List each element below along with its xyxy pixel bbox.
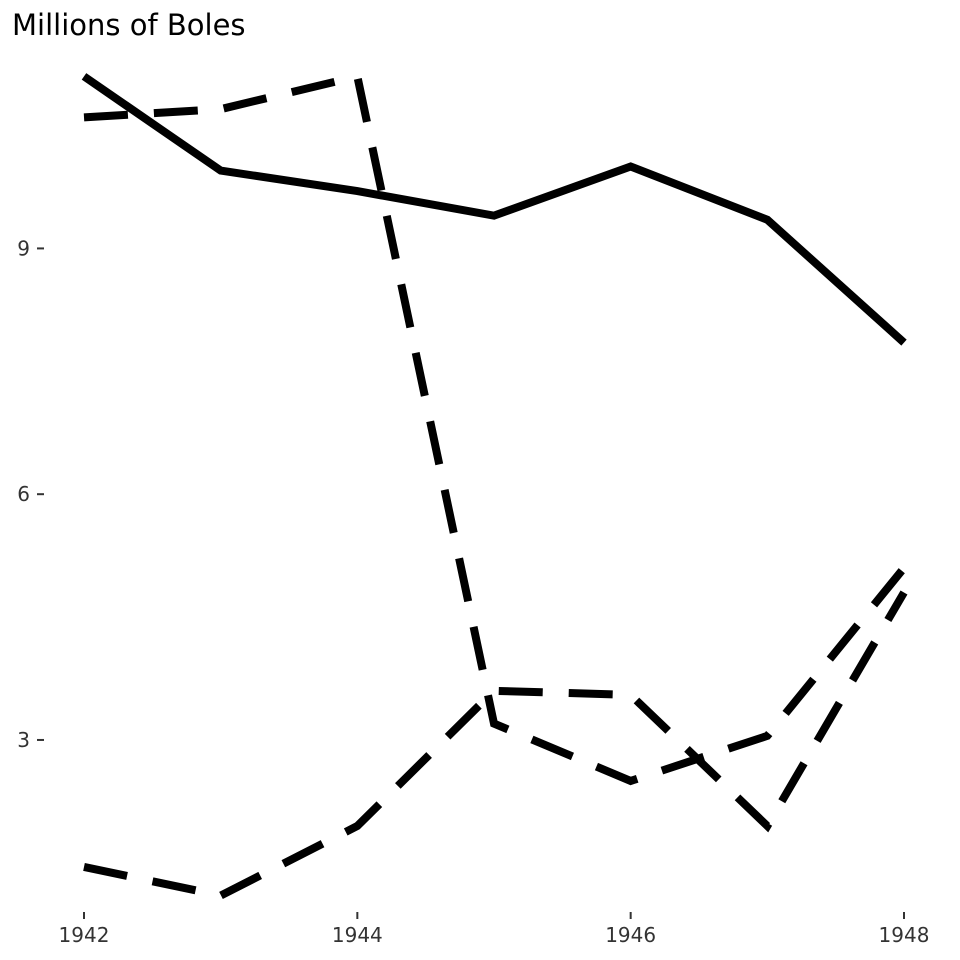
y-tick-label: 3 xyxy=(17,728,30,752)
series-layer xyxy=(81,71,908,900)
x-tick-label: 1944 xyxy=(332,923,383,947)
series-line-1 xyxy=(81,73,907,346)
x-tick-label: 1946 xyxy=(605,923,656,947)
series-line-3 xyxy=(83,590,908,900)
y-tick-label: 6 xyxy=(17,482,30,506)
chart-title: Millions of Boles xyxy=(12,8,246,42)
series-line-2 xyxy=(83,71,908,786)
x-axis: 1942 1944 1946 1948 xyxy=(59,912,930,947)
y-tick-label: 9 xyxy=(17,236,30,260)
x-tick-label: 1942 xyxy=(59,923,110,947)
y-axis: 3 6 9 xyxy=(17,236,44,752)
x-tick-label: 1948 xyxy=(879,923,930,947)
